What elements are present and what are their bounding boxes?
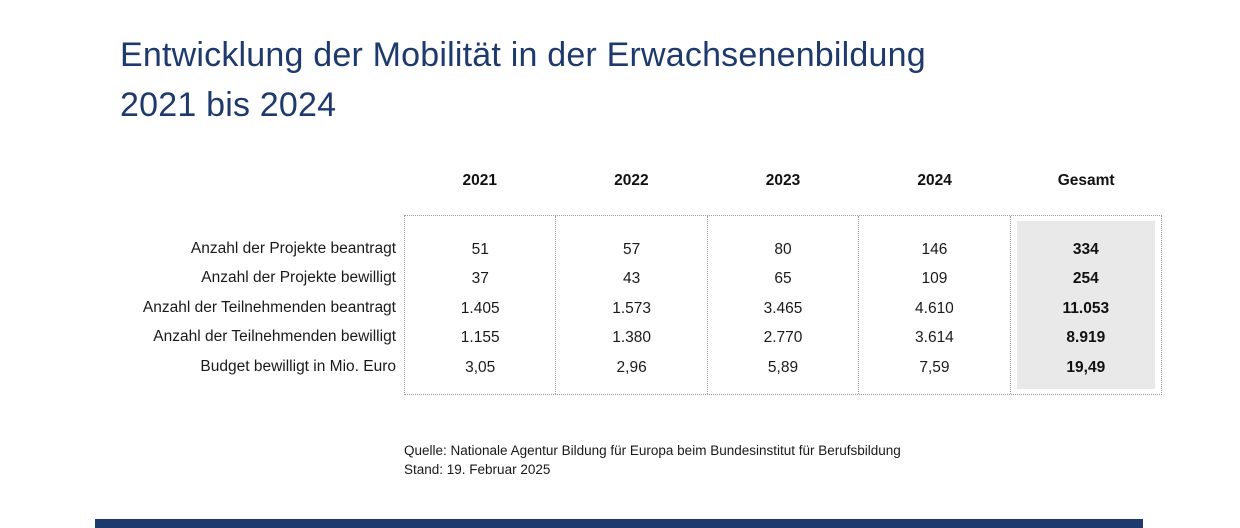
column-header-2022: 2022 [614,172,649,189]
value-cell: 3.465 [763,299,803,317]
value-cell: 1.155 [460,329,500,347]
value-cell: 3.614 [915,329,954,347]
total-cell: 11.053 [1062,299,1110,317]
column-2024: 146 109 4.610 3.614 7,59 [858,216,1009,394]
slide-title-line2: 2021 bis 2024 [120,86,337,124]
value-cell: 51 [471,241,489,258]
value-cell: 2.770 [763,329,803,347]
row-label: Anzahl der Teilnehmenden beantragt [142,298,396,316]
column-header-2023: 2023 [765,172,801,189]
value-cell: 80 [774,241,792,258]
row-label: Anzahl der Teilnehmenden bewilligt [153,328,396,346]
value-cell: 2,96 [616,358,647,376]
total-cell: 254 [1072,270,1099,288]
bottom-accent-bar [95,519,1143,528]
column-header-gesamt: Gesamt [1057,172,1115,189]
total-cell: 19,49 [1066,358,1106,376]
value-cell: 4.610 [915,299,954,317]
value-cell: 37 [471,270,489,288]
value-cell: 1.405 [460,299,500,317]
value-cell: 65 [774,270,792,288]
value-cell: 3,05 [465,358,496,376]
table-row-labels: Anzahl der Projekte beantragt Anzahl der… [0,234,396,381]
column-2021: 51 37 1.405 1.155 3,05 [405,216,555,394]
column-header-2021: 2021 [462,172,498,189]
footer: Quelle: Nationale Agentur Bildung für Eu… [404,441,901,479]
total-cell: 334 [1072,241,1099,258]
column-header-2024: 2024 [917,172,952,189]
table-column-headers: 2021 2022 2023 2024 Gesamt [404,172,1162,192]
value-cell: 1.380 [612,329,651,347]
date-line: Stand: 19. Februar 2025 [404,462,551,477]
data-table: 51 37 1.405 1.155 3,05 57 43 1.573 1.380… [404,215,1162,395]
column-2023: 80 65 3.465 2.770 5,89 [706,216,858,394]
value-cell: 57 [622,241,641,258]
row-label: Anzahl der Projekte bewilligt [201,269,396,287]
row-label: Anzahl der Projekte beantragt [190,240,396,257]
value-cell: 7,59 [919,358,950,376]
value-cell: 109 [921,270,948,288]
slide-title: Entwicklung der Mobilität in der Erwachs… [120,30,926,130]
source-line: Quelle: Nationale Agentur Bildung für Eu… [404,443,901,458]
value-cell: 43 [622,270,641,288]
column-gesamt: 334 254 11.053 8.919 19,49 [1009,216,1161,394]
slide-title-line1: Entwicklung der Mobilität in der Erwachs… [120,36,926,74]
value-cell: 5,89 [767,358,799,376]
total-cell: 8.919 [1066,329,1106,347]
value-cell: 146 [921,241,948,258]
gesamt-column-highlight [1016,221,1156,389]
column-2022: 57 43 1.573 1.380 2,96 [555,216,706,394]
row-label: Budget bewilligt in Mio. Euro [200,357,396,375]
value-cell: 1.573 [612,299,651,317]
